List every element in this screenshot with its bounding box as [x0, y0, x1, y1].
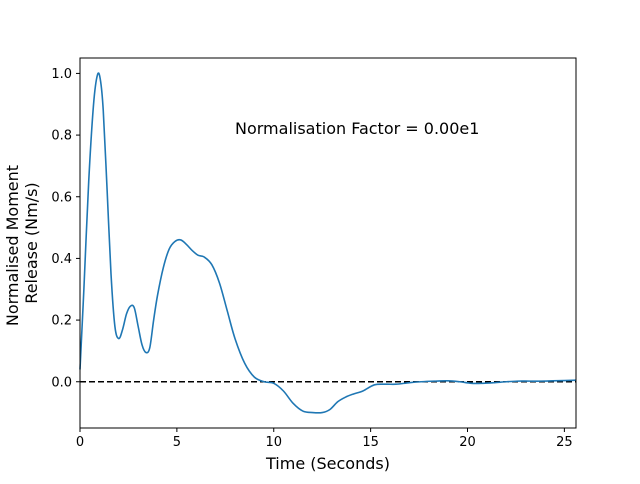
- x-tick-label: 5: [173, 435, 181, 450]
- x-tick-label: 0: [76, 435, 84, 450]
- x-tick-label: 20: [459, 435, 476, 450]
- y-tick-label: 0.8: [51, 129, 72, 144]
- x-tick-label: 10: [265, 435, 282, 450]
- x-tick-label: 25: [556, 435, 573, 450]
- y-tick-label: 0.0: [51, 375, 72, 390]
- y-axis-label-line-1: Normalised Moment: [3, 165, 22, 326]
- ticks-layer: 0 5 10 15 20 25 0.0 0.2 0.4 0.6 0.8 1.0: [51, 67, 572, 450]
- plot-frame: [79, 57, 577, 429]
- plot-layer: [79, 72, 577, 414]
- series-line-1: [79, 72, 577, 414]
- y-axis-label: Normalised Moment Release (Nm/s): [3, 160, 41, 326]
- y-axis-label-line-2: Release (Nm/s): [22, 182, 41, 303]
- y-tick-label: 1.0: [51, 67, 72, 82]
- y-tick-label: 0.2: [51, 314, 72, 329]
- x-axis-label: Time (Seconds): [265, 454, 390, 473]
- y-tick-label: 0.4: [51, 252, 72, 267]
- chart-annotation: Normalisation Factor = 0.00e1: [235, 119, 479, 138]
- y-tick-label: 0.6: [51, 190, 72, 205]
- x-tick-label: 15: [362, 435, 379, 450]
